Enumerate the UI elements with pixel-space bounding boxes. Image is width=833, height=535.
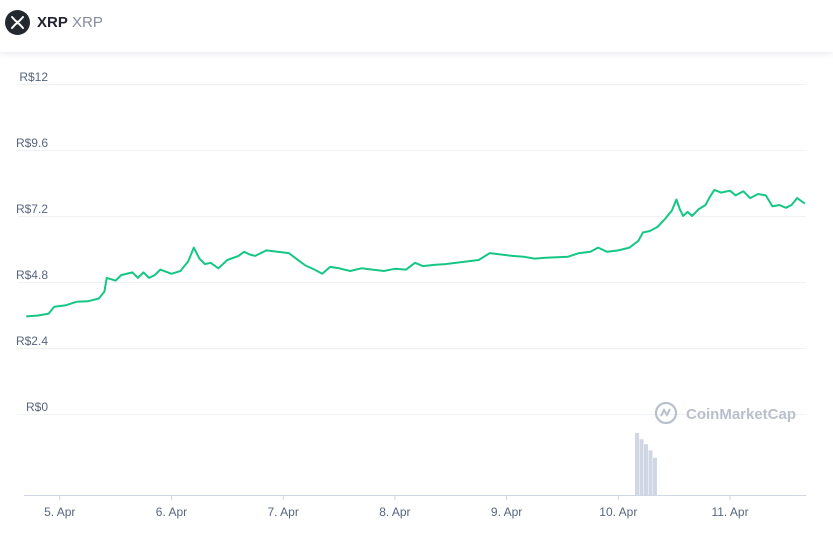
x-tick-label: 9. Apr bbox=[491, 505, 522, 519]
volume-bar bbox=[648, 450, 653, 495]
x-tick-label: 11. Apr bbox=[711, 505, 748, 519]
x-axis-labels: 5. Apr 6. Apr 7. Apr 8. Apr 9. Apr 10. Apr 11.… bbox=[44, 495, 749, 519]
x-tick-label: 8. Apr bbox=[379, 505, 410, 519]
xrp-logo-icon bbox=[5, 10, 30, 35]
volume-bar bbox=[639, 439, 644, 495]
y-tick-label: R$9.6 bbox=[16, 136, 48, 150]
y-axis-labels: R$12 R$9.6 R$7.2 R$4.8 R$2.4 R$0 bbox=[16, 70, 48, 414]
x-tick-label: 7. Apr bbox=[267, 505, 298, 519]
coinmarketcap-logo-icon bbox=[654, 401, 678, 425]
y-tick-label: R$12 bbox=[19, 70, 48, 84]
y-tick-label: R$7.2 bbox=[16, 202, 48, 216]
price-chart[interactable]: R$12 R$9.6 R$7.2 R$4.8 R$2.4 R$0 CoinMarketCa… bbox=[0, 52, 833, 535]
x-tick-label: 6. Apr bbox=[156, 505, 187, 519]
volume-bar bbox=[635, 433, 640, 495]
coin-symbol: XRP bbox=[72, 14, 103, 31]
x-tick-label: 10. Apr bbox=[599, 505, 637, 519]
y-tick-label: R$4.8 bbox=[16, 268, 48, 282]
price-series-line bbox=[26, 188, 806, 318]
watermark: CoinMarketCap bbox=[654, 401, 796, 425]
watermark-text: CoinMarketCap bbox=[686, 406, 796, 423]
coin-header: XRP XRP bbox=[0, 0, 833, 52]
volume-bar bbox=[652, 457, 657, 495]
y-tick-label: R$2.4 bbox=[16, 334, 48, 348]
y-tick-label: R$0 bbox=[26, 400, 48, 414]
grid-lines bbox=[18, 84, 806, 415]
volume-bar bbox=[644, 444, 649, 495]
x-tick-label: 5. Apr bbox=[44, 505, 75, 519]
coin-name: XRP bbox=[37, 14, 68, 31]
volume-bars bbox=[635, 433, 657, 495]
